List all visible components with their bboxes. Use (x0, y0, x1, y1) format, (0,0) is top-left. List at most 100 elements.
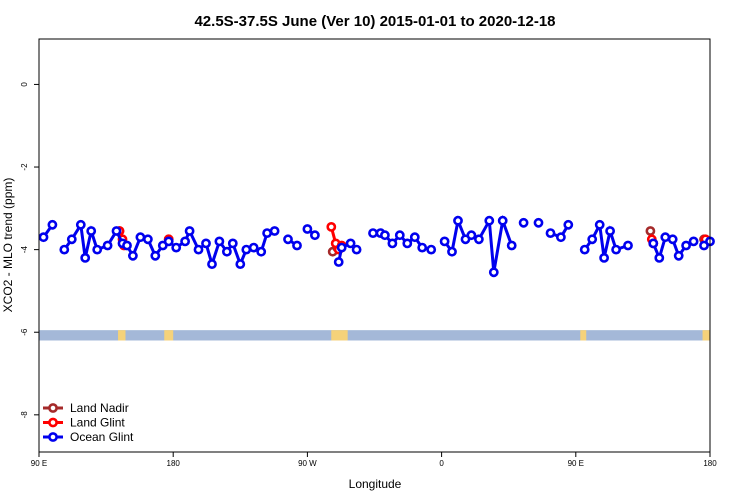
data-point-ocean-glint (235, 259, 246, 269)
plot-frame (38, 38, 711, 453)
data-point-ocean-glint (563, 219, 574, 230)
x-axis: 90 E 180 90 W 0 90 E 180 (31, 452, 717, 468)
data-point-ocean-glint (66, 234, 77, 245)
data-point-ocean-glint (556, 232, 566, 243)
data-point-ocean-glint (417, 242, 428, 253)
data-point-ocean-glint (488, 267, 499, 278)
data-point-ocean-glint (193, 244, 204, 255)
legend-marker (48, 403, 58, 413)
data-point-ocean-glint (533, 217, 544, 228)
data-point-land-glint (326, 221, 337, 232)
data-point-ocean-glint (426, 244, 437, 255)
data-point-ocean-glint (667, 234, 678, 245)
data-point-ocean-glint (506, 240, 517, 251)
ocean-band (39, 330, 710, 341)
data-point-ocean-glint (345, 238, 356, 249)
legend-marker (48, 432, 58, 442)
data-point-ocean-glint (262, 228, 272, 238)
data-point-ocean-glint (654, 252, 665, 263)
data-point-ocean-glint (80, 252, 91, 263)
series-ocean-glint (38, 214, 715, 278)
data-point-ocean-glint (207, 259, 217, 269)
data-point-ocean-glint (333, 257, 344, 267)
data-point-ocean-glint (688, 236, 699, 247)
legend-label: Land Glint (70, 416, 125, 430)
data-point-ocean-glint (453, 215, 463, 226)
data-point-ocean-glint (587, 234, 598, 245)
legend-item-land-nadir: Land Nadir (43, 401, 129, 415)
data-point-ocean-glint (127, 250, 138, 261)
data-point-ocean-glint (599, 252, 609, 263)
data-point-ocean-glint (579, 244, 590, 255)
data-point-ocean-glint (518, 217, 529, 228)
chart-title: 42.5S-37.5S June (Ver 10) 2015-01-01 to … (194, 13, 555, 30)
data-point-land-nadir (645, 226, 656, 236)
data-point-ocean-glint (283, 234, 293, 245)
data-point-ocean-glint (92, 244, 103, 255)
y-tick-label: -4 (20, 246, 29, 254)
legend-label: Ocean Glint (70, 430, 134, 444)
data-point-ocean-glint (256, 246, 267, 257)
legend-label: Land Nadir (70, 401, 129, 415)
legend-item-ocean-glint: Ocean Glint (43, 430, 134, 444)
y-tick-label: -2 (20, 163, 29, 171)
data-point-ocean-glint (545, 228, 556, 238)
data-point-ocean-glint (673, 250, 684, 261)
data-point-ocean-glint (473, 234, 484, 245)
data-point-ocean-glint (171, 242, 182, 253)
data-point-ocean-glint (466, 230, 477, 241)
data-point-ocean-glint (163, 236, 174, 247)
series-line-ocean-glint (443, 214, 514, 273)
land-band-segment (118, 330, 126, 341)
data-point-ocean-glint (681, 240, 691, 251)
data-point-ocean-glint (394, 230, 405, 241)
data-point-ocean-glint (102, 240, 113, 251)
data-point-ocean-glint (47, 219, 58, 230)
land-band-layer (39, 330, 710, 341)
x-tick-label: 0 (439, 459, 444, 468)
data-point-ocean-glint (59, 244, 70, 255)
data-point-ocean-glint (439, 236, 450, 247)
x-tick-label: 90 E (31, 459, 47, 468)
data-point-ocean-glint (122, 240, 132, 251)
data-point-ocean-glint (248, 242, 259, 253)
y-axis: 0 -2 -4 -6 -8 (20, 82, 39, 418)
data-point-ocean-glint (309, 230, 320, 241)
data-point-ocean-glint (623, 240, 633, 251)
data-point-ocean-glint (201, 238, 211, 249)
data-point-ocean-glint (111, 226, 122, 236)
data-point-ocean-glint (351, 244, 362, 255)
data-point-ocean-glint (150, 250, 161, 261)
data-point-ocean-glint (605, 226, 615, 236)
data-point-ocean-glint (611, 244, 621, 255)
y-tick-label: 0 (20, 82, 29, 87)
data-point-ocean-glint (409, 232, 420, 243)
land-band-segment (702, 330, 710, 341)
land-band-segment (331, 330, 348, 341)
legend-item-land-glint: Land Glint (43, 416, 125, 430)
legend-marker (48, 417, 58, 428)
data-point-ocean-glint (292, 240, 302, 251)
x-tick-label: 90 W (298, 459, 317, 468)
data-point-ocean-glint (336, 242, 347, 253)
data-point-ocean-glint (135, 232, 146, 243)
data-point-ocean-glint (594, 219, 605, 230)
data-point-ocean-glint (86, 226, 97, 236)
data-point-ocean-glint (497, 215, 508, 226)
data-point-ocean-glint (241, 244, 252, 255)
data-point-ocean-glint (648, 238, 659, 249)
data-point-ocean-glint (38, 232, 49, 243)
x-tick-label: 180 (703, 459, 717, 468)
data-point-ocean-glint (221, 246, 232, 257)
x-tick-label: 180 (167, 459, 181, 468)
data-point-ocean-glint (447, 246, 457, 257)
land-band-segment (580, 330, 587, 341)
series-layer (38, 214, 715, 278)
y-tick-label: -6 (20, 328, 29, 336)
y-axis-label: XCO2 - MLO trend (ppm) (1, 178, 15, 313)
data-point-ocean-glint (142, 234, 153, 245)
data-point-ocean-glint (387, 238, 398, 249)
data-point-ocean-glint (184, 226, 195, 236)
